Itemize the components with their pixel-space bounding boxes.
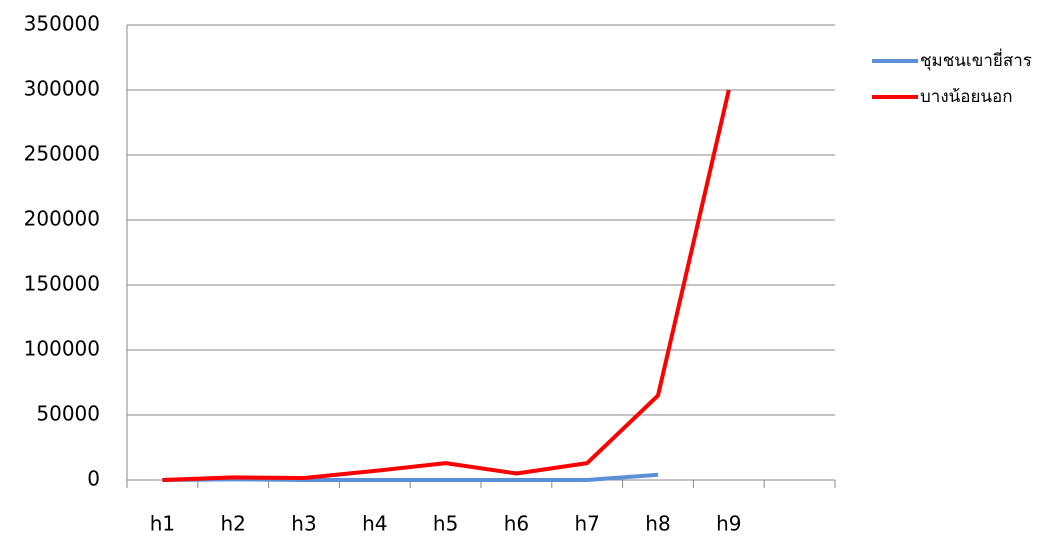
series-line [162,89,731,482]
x-tick-label: h9 [716,512,741,536]
y-tick-label: 150000 [24,272,100,296]
x-tick-label: h4 [362,512,387,536]
x-tick-label: h3 [291,512,316,536]
x-tick-label: h1 [150,512,175,536]
y-tick-label: 50000 [36,402,100,426]
legend-label: บางน้อยนอก [920,87,1013,107]
y-tick-label: 350000 [24,12,100,36]
x-tick-label: h2 [220,512,245,536]
y-tick-label: 200000 [24,207,100,231]
x-tick-label: h5 [433,512,458,536]
y-tick-label: 0 [87,467,100,491]
x-tick-label: h6 [504,512,529,536]
x-tick-label: h8 [645,512,670,536]
y-tick-label: 300000 [24,77,100,101]
x-tick-label: h7 [574,512,599,536]
y-tick-label: 100000 [24,337,100,361]
legend-label: ชุมชนเขายี่สาร [920,48,1032,71]
y-tick-label: 250000 [24,142,100,166]
